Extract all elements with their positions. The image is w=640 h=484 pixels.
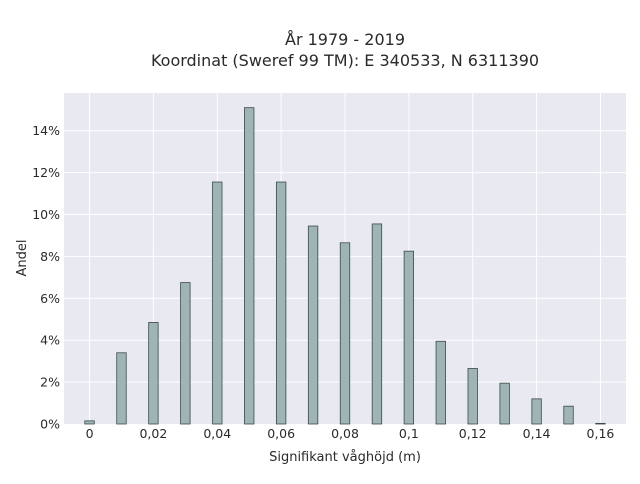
x-tick-label: 0,08 [331,426,359,441]
histogram-bar [244,107,255,425]
y-tick-label: 12% [32,165,60,180]
x-tick-label: 0,06 [267,426,295,441]
chart-title-line2: Koordinat (Sweref 99 TM): E 340533, N 63… [151,51,539,70]
histogram-bar [148,321,159,425]
histogram-bar [275,181,287,425]
x-tick-label: 0,16 [587,426,615,441]
x-tick-label: 0 [86,426,94,441]
histogram-bar [563,405,574,425]
x-axis-label: Signifikant våghöjd (m) [269,450,421,465]
histogram-bar [116,352,127,425]
x-tick-label: 0,14 [523,426,551,441]
histogram-bar [531,398,542,425]
y-tick-label: 8% [40,249,60,264]
y-tick-label: 10% [32,207,60,222]
histogram-bar [180,282,191,425]
histogram-bar [307,225,319,425]
histogram-bar [467,368,478,425]
histogram-bar [435,340,446,425]
histogram-bar [212,181,223,425]
x-tick-label: 0,04 [203,426,231,441]
bars [84,107,606,425]
histogram-bar [499,382,510,425]
x-tick-label: 0,12 [459,426,487,441]
histogram-bar [339,242,351,425]
histogram-bar [403,250,415,425]
y-tick-label: 0% [40,417,60,432]
y-axis-label: Andel [15,240,30,277]
y-tick-label: 2% [40,375,60,390]
y-tick-label: 14% [32,123,60,138]
x-tick-label: 0,1 [399,426,419,441]
histogram-bar [595,422,606,425]
histogram-bar [371,223,383,425]
y-tick-label: 4% [40,333,60,348]
x-tick-label: 0,02 [139,426,167,441]
x-axis-ticks: 0 0,02 0,04 0,06 0,08 0,1 0,12 0,14 0,16 [86,426,615,441]
chart-title-line1: År 1979 - 2019 [285,30,405,49]
histogram-bar [84,420,95,425]
y-tick-label: 6% [40,291,60,306]
y-axis-ticks: 0% 2% 4% 6% 8% 10% 12% 14% [32,123,60,431]
